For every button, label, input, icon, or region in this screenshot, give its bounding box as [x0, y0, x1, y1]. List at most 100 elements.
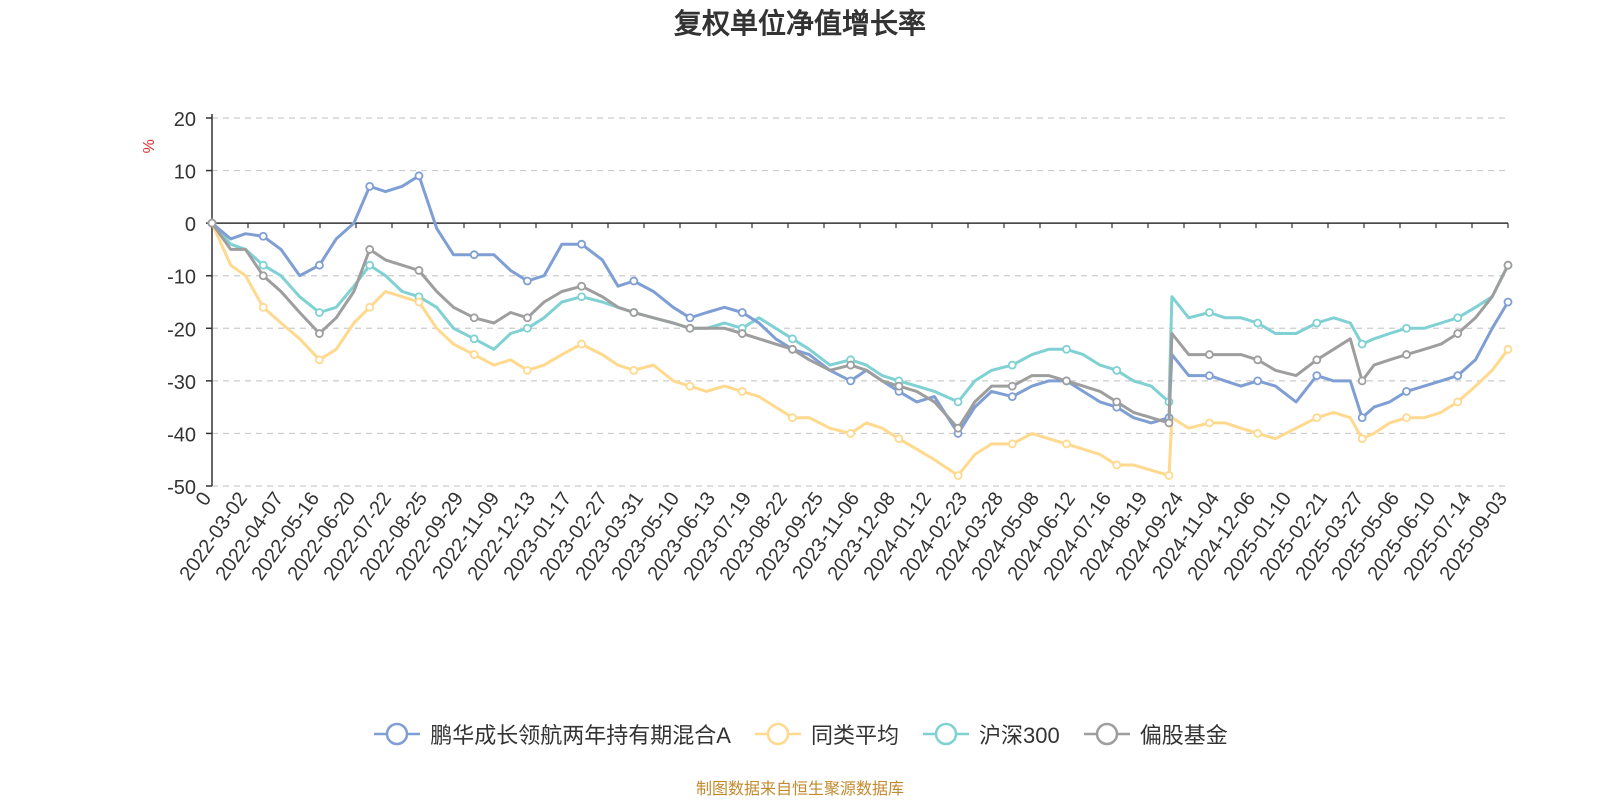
data-point	[1062, 344, 1071, 354]
legend-line-circle-icon	[754, 722, 801, 746]
data-point	[1204, 418, 1214, 428]
legend-label: 同类平均	[810, 723, 899, 748]
data-point	[1164, 418, 1174, 428]
data-point	[953, 423, 963, 433]
data-point	[469, 250, 479, 260]
legend-item[interactable]: 偏股基金	[1082, 718, 1228, 750]
data-point	[1204, 350, 1214, 359]
data-point	[894, 434, 904, 444]
series-line	[210, 222, 1510, 477]
data-point	[577, 239, 586, 249]
data-point	[894, 381, 904, 391]
data-point	[469, 350, 479, 359]
data-point	[788, 344, 797, 354]
y-axis-label: %	[141, 139, 158, 153]
data-point	[1164, 471, 1174, 480]
data-point	[1503, 297, 1513, 307]
legend-item[interactable]: 沪深300	[921, 718, 1060, 750]
y-tick-label: -20	[167, 319, 196, 341]
data-point	[737, 308, 747, 317]
data-point	[1253, 429, 1263, 438]
data-point	[1357, 339, 1367, 349]
legend-label: 鹏华成长领航两年持有期混合A	[430, 723, 731, 748]
data-point	[315, 260, 324, 270]
data-point	[577, 339, 586, 349]
legend-line-circle-icon	[922, 722, 969, 746]
y-tick-label: -10	[167, 267, 196, 289]
legend-label: 偏股基金	[1139, 723, 1228, 748]
data-point	[522, 365, 532, 375]
data-point	[258, 231, 268, 241]
data-point	[1453, 397, 1463, 407]
data-point	[469, 334, 479, 344]
data-point	[365, 302, 375, 312]
data-point	[1357, 376, 1367, 386]
data-point	[207, 218, 217, 228]
y-tick-label: -40	[167, 424, 196, 446]
data-point	[1503, 344, 1513, 354]
data-point	[1007, 392, 1017, 402]
data-point	[1007, 439, 1017, 449]
data-point	[1112, 365, 1122, 375]
data-point	[258, 302, 268, 312]
data-point	[414, 266, 424, 275]
data-point	[1357, 413, 1367, 423]
series-line	[211, 174, 1510, 435]
data-point	[953, 471, 963, 480]
chart-title: 复权单位净值增长率	[673, 8, 926, 39]
data-point	[1453, 313, 1463, 323]
data-source-note: 制图数据来自恒生聚源数据库	[695, 781, 904, 798]
data-point	[365, 260, 375, 270]
data-point	[258, 260, 268, 270]
data-point	[522, 313, 532, 323]
data-point	[1253, 318, 1263, 328]
data-point	[1312, 371, 1322, 381]
y-tick-label: 0	[185, 214, 196, 236]
data-point	[846, 429, 856, 438]
data-point	[788, 334, 797, 344]
chart-legend: 鹏华成长领航两年持有期混合A 同类平均 沪深300 偏股基金	[0, 718, 1600, 750]
data-point	[577, 281, 586, 291]
data-point	[365, 245, 375, 254]
data-point	[629, 308, 639, 317]
y-tick-label: 10	[174, 162, 196, 184]
data-point	[629, 365, 639, 375]
data-point	[1453, 371, 1463, 381]
data-point	[1112, 397, 1122, 407]
data-point	[1312, 413, 1322, 423]
data-point	[1204, 371, 1214, 381]
y-tick-label: -50	[167, 477, 196, 499]
data-point	[846, 376, 856, 386]
data-point	[1062, 439, 1071, 449]
data-point	[469, 313, 479, 323]
data-point	[522, 276, 532, 286]
data-point	[629, 276, 639, 286]
legend-line-circle-icon	[1083, 722, 1130, 746]
legend-label: 沪深300	[978, 723, 1060, 748]
y-tick-label: 20	[174, 109, 196, 131]
data-point	[1402, 323, 1411, 333]
series-line	[210, 222, 1510, 404]
data-point	[1253, 355, 1263, 365]
legend-item[interactable]: 同类平均	[753, 718, 899, 750]
data-point	[737, 329, 747, 338]
data-point	[315, 308, 324, 317]
data-point	[1062, 376, 1071, 386]
data-point	[1402, 413, 1411, 423]
data-point	[522, 323, 532, 333]
data-point	[1312, 318, 1322, 328]
data-point	[577, 292, 586, 302]
data-point	[685, 323, 695, 333]
series-line	[210, 222, 1510, 430]
data-point	[414, 297, 424, 307]
legend-item[interactable]: 鹏华成长领航两年持有期混合A	[372, 718, 731, 750]
data-point	[1112, 460, 1122, 470]
data-point	[365, 181, 375, 191]
data-point	[1357, 434, 1367, 444]
data-point	[1312, 355, 1322, 365]
data-point	[1007, 381, 1017, 391]
y-tick-label: -30	[167, 372, 196, 394]
data-point	[414, 171, 424, 181]
data-point	[788, 413, 797, 423]
